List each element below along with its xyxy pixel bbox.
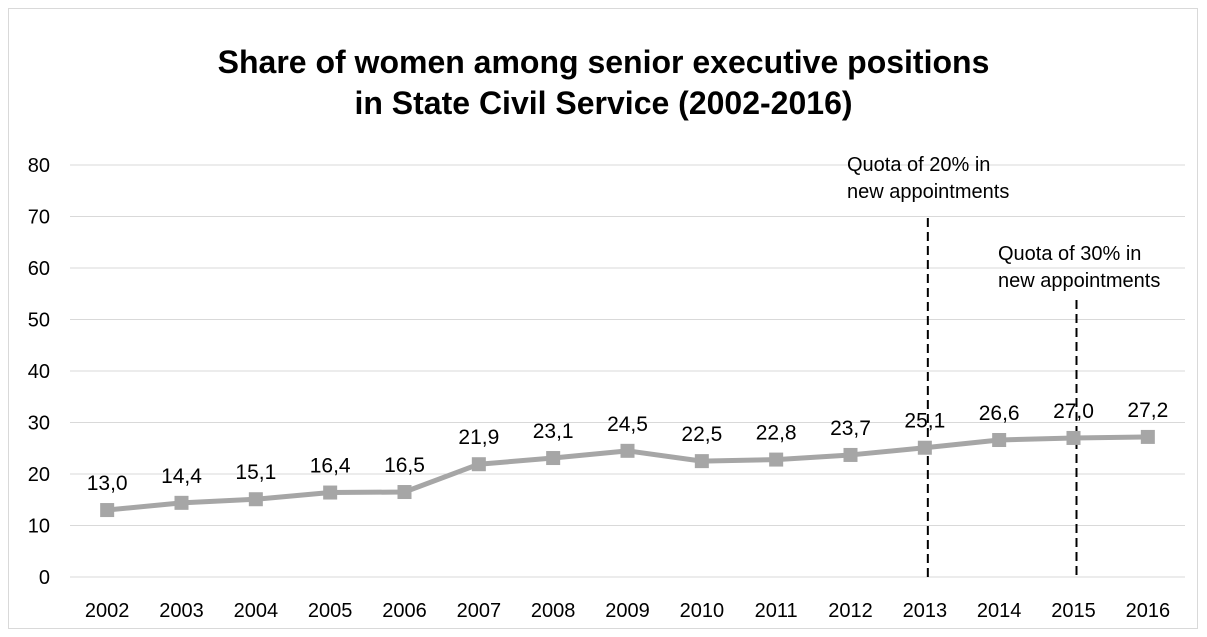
y-tick-label: 10 (28, 516, 50, 538)
y-tick-label: 70 (28, 207, 50, 229)
x-tick-label: 2011 (755, 600, 798, 622)
y-tick-label: 0 (39, 567, 50, 589)
data-label: 22,8 (756, 422, 797, 445)
data-label: 23,7 (830, 417, 871, 440)
x-tick-label: 2007 (457, 600, 502, 622)
annotation-text: Quota of 20% in (847, 154, 990, 176)
data-point-marker (546, 451, 561, 466)
x-tick-label: 2012 (828, 600, 873, 622)
data-point-marker (323, 485, 338, 500)
x-tick-label: 2015 (1051, 600, 1096, 622)
annotation-text: new appointments (847, 181, 1009, 203)
data-label: 14,4 (161, 465, 202, 488)
chart-title: Share of women among senior executive po… (0, 42, 1207, 124)
data-label: 16,4 (310, 455, 351, 478)
data-point-marker (992, 433, 1007, 448)
x-tick-label: 2002 (85, 600, 130, 622)
data-label: 15,1 (235, 461, 276, 484)
data-point-marker (620, 443, 635, 458)
data-label: 27,2 (1127, 399, 1168, 422)
x-tick-label: 2003 (159, 600, 204, 622)
y-tick-label: 30 (28, 413, 50, 435)
annotation-text: Quota of 30% in (998, 243, 1141, 265)
x-tick-label: 2005 (308, 600, 353, 622)
x-tick-label: 2006 (382, 600, 427, 622)
data-point-marker (248, 492, 263, 507)
x-tick-label: 2013 (903, 600, 948, 622)
data-label: 16,5 (384, 454, 425, 477)
data-label: 13,0 (87, 472, 128, 495)
y-tick-label: 60 (28, 258, 50, 280)
data-point-marker (917, 440, 932, 455)
x-tick-label: 2010 (680, 600, 725, 622)
data-point-marker (174, 495, 189, 510)
data-label: 27,0 (1053, 400, 1094, 423)
x-tick-label: 2016 (1126, 600, 1171, 622)
data-point-marker (1140, 429, 1155, 444)
y-tick-label: 80 (28, 155, 50, 177)
chart-title-line-1: Share of women among senior executive po… (217, 44, 990, 80)
annotation-text: new appointments (998, 270, 1160, 292)
data-label: 22,5 (681, 423, 722, 446)
x-tick-label: 2014 (977, 600, 1022, 622)
data-label: 25,1 (904, 410, 945, 433)
data-point-marker (397, 485, 412, 500)
data-point-marker (1066, 430, 1081, 445)
data-point-marker (100, 503, 115, 518)
y-tick-label: 50 (28, 310, 50, 332)
data-point-marker (694, 454, 709, 469)
x-tick-label: 2004 (234, 600, 279, 622)
data-point-marker (471, 457, 486, 472)
y-tick-label: 20 (28, 464, 50, 486)
data-label: 24,5 (607, 413, 648, 436)
data-point-marker (769, 452, 784, 467)
x-tick-label: 2008 (531, 600, 576, 622)
data-label: 21,9 (458, 426, 499, 449)
data-label: 26,6 (979, 402, 1020, 425)
x-tick-label: 2009 (605, 600, 650, 622)
data-point-marker (843, 447, 858, 462)
y-tick-label: 40 (28, 361, 50, 383)
chart-title-line-2: in State Civil Service (2002-2016) (354, 85, 853, 121)
data-label: 23,1 (533, 420, 574, 443)
